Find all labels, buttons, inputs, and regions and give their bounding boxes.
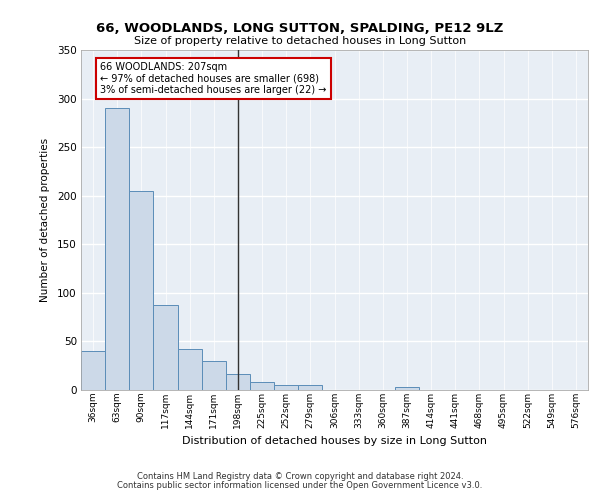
Bar (298, 385, 322, 390)
Text: Contains HM Land Registry data © Crown copyright and database right 2024.: Contains HM Land Registry data © Crown c… (137, 472, 463, 481)
Bar (129, 191, 154, 390)
Text: 66 WOODLANDS: 207sqm
← 97% of detached houses are smaller (698)
3% of semi-detac: 66 WOODLANDS: 207sqm ← 97% of detached h… (100, 62, 326, 95)
Text: 66, WOODLANDS, LONG SUTTON, SPALDING, PE12 9LZ: 66, WOODLANDS, LONG SUTTON, SPALDING, PE… (97, 22, 503, 36)
Bar (105, 108, 129, 390)
X-axis label: Distribution of detached houses by size in Long Sutton: Distribution of detached houses by size … (182, 436, 487, 446)
Bar (274, 385, 298, 390)
Bar (395, 387, 419, 390)
Y-axis label: Number of detached properties: Number of detached properties (40, 138, 50, 302)
Bar (250, 382, 274, 390)
Bar (178, 349, 202, 390)
Bar (226, 374, 250, 390)
Bar (154, 306, 178, 390)
Text: Size of property relative to detached houses in Long Sutton: Size of property relative to detached ho… (134, 36, 466, 46)
Text: Contains public sector information licensed under the Open Government Licence v3: Contains public sector information licen… (118, 481, 482, 490)
Bar (81, 351, 105, 390)
Bar (202, 361, 226, 390)
